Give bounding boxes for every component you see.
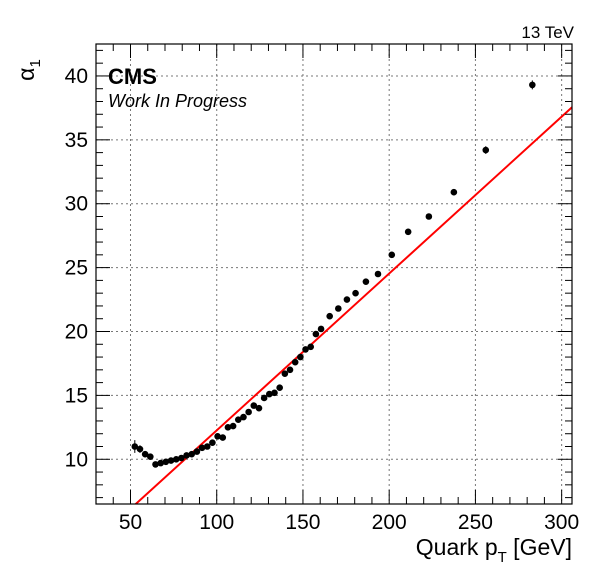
x-tick-label: 200 bbox=[372, 511, 407, 534]
data-point bbox=[343, 296, 351, 303]
x-axis-title-subscript: T bbox=[498, 549, 507, 566]
data-point bbox=[152, 461, 159, 468]
data-point bbox=[172, 455, 180, 463]
data-point bbox=[240, 413, 247, 421]
data-point bbox=[425, 213, 433, 220]
y-axis-ticks: 10 15 20 25 30 35 40 bbox=[65, 49, 572, 499]
data-point bbox=[271, 389, 278, 397]
y-tick-label: 25 bbox=[65, 257, 88, 280]
data-point bbox=[224, 424, 232, 431]
energy-label: 13 TeV bbox=[521, 23, 574, 42]
data-point bbox=[302, 346, 309, 353]
y-tick-label: 30 bbox=[65, 193, 88, 216]
y-tick-label: 40 bbox=[65, 65, 88, 88]
data-point bbox=[276, 384, 283, 392]
data-point bbox=[388, 251, 396, 259]
y-tick-label: 20 bbox=[65, 321, 88, 344]
data-point bbox=[188, 450, 196, 458]
data-point bbox=[352, 289, 359, 297]
data-point bbox=[136, 445, 144, 453]
data-point bbox=[291, 358, 299, 366]
data-point bbox=[178, 454, 185, 462]
x-axis-ticks: 50 100 150 200 250 300 bbox=[95, 44, 579, 534]
x-tick-label: 50 bbox=[119, 511, 142, 534]
data-point bbox=[167, 457, 175, 464]
x-tick-label: 300 bbox=[544, 511, 579, 534]
data-point bbox=[250, 402, 258, 409]
data-point bbox=[198, 444, 206, 452]
data-point bbox=[286, 366, 294, 374]
data-point bbox=[317, 325, 325, 333]
data-point bbox=[229, 422, 237, 430]
data-point bbox=[260, 394, 268, 402]
plot-frame bbox=[95, 43, 573, 505]
data-point bbox=[404, 228, 412, 236]
data-point bbox=[374, 270, 382, 278]
data-point bbox=[255, 404, 263, 412]
data-point bbox=[131, 443, 139, 450]
grid-lines bbox=[96, 44, 572, 504]
data-points-layer bbox=[131, 80, 536, 468]
data-point bbox=[219, 434, 227, 441]
data-point bbox=[312, 330, 320, 338]
x-axis-title: Quark pT [GeV] bbox=[416, 534, 572, 566]
data-point bbox=[203, 443, 211, 450]
data-point bbox=[209, 439, 216, 446]
data-point bbox=[193, 448, 201, 455]
data-point bbox=[450, 188, 458, 196]
x-axis-title-main: Quark p bbox=[416, 534, 498, 560]
data-point bbox=[335, 305, 342, 312]
data-point bbox=[214, 432, 221, 440]
y-axis-title-base: α bbox=[13, 68, 39, 81]
y-axis-title: α1 bbox=[13, 59, 44, 81]
data-point bbox=[362, 278, 370, 285]
y-tick-label: 15 bbox=[65, 384, 88, 407]
x-tick-label: 150 bbox=[285, 511, 320, 534]
experiment-label: CMS bbox=[108, 64, 157, 89]
data-point bbox=[234, 416, 242, 423]
data-point bbox=[162, 458, 170, 466]
data-point bbox=[281, 370, 289, 377]
y-tick-label: 10 bbox=[65, 448, 88, 471]
data-point bbox=[266, 390, 273, 398]
status-label: Work In Progress bbox=[108, 91, 247, 111]
fit-line bbox=[134, 106, 572, 504]
data-point bbox=[141, 450, 149, 458]
data-point bbox=[297, 353, 304, 361]
y-axis-title-subscript: 1 bbox=[27, 59, 44, 67]
data-point bbox=[307, 343, 315, 351]
x-tick-label: 250 bbox=[458, 511, 493, 534]
data-point bbox=[183, 452, 190, 459]
data-point bbox=[245, 408, 252, 416]
data-point bbox=[482, 146, 490, 154]
x-tick-label: 100 bbox=[199, 511, 234, 534]
data-point bbox=[326, 312, 333, 320]
x-axis-title-unit: [GeV] bbox=[507, 534, 572, 560]
data-point bbox=[157, 459, 164, 467]
fit-line-layer bbox=[134, 106, 572, 504]
data-point bbox=[147, 453, 154, 461]
data-point bbox=[529, 81, 536, 89]
y-tick-label: 35 bbox=[65, 129, 88, 152]
